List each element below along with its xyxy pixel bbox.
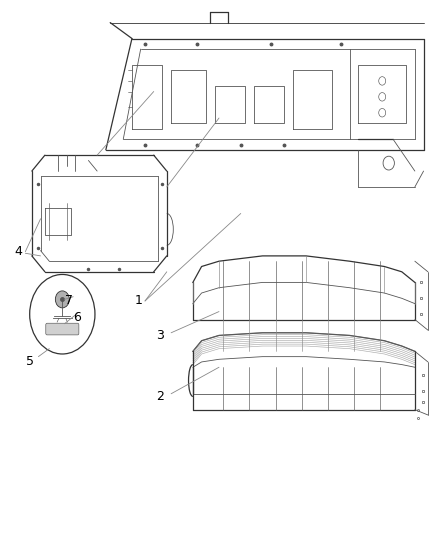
Text: 5: 5 xyxy=(26,356,34,368)
Circle shape xyxy=(30,274,95,354)
Text: 1: 1 xyxy=(134,294,142,308)
FancyBboxPatch shape xyxy=(46,323,79,335)
Text: 6: 6 xyxy=(74,311,81,324)
Circle shape xyxy=(55,291,69,308)
Text: 7: 7 xyxy=(65,294,73,308)
Text: 4: 4 xyxy=(14,245,22,258)
Text: 3: 3 xyxy=(156,329,164,342)
Text: 2: 2 xyxy=(156,390,164,403)
